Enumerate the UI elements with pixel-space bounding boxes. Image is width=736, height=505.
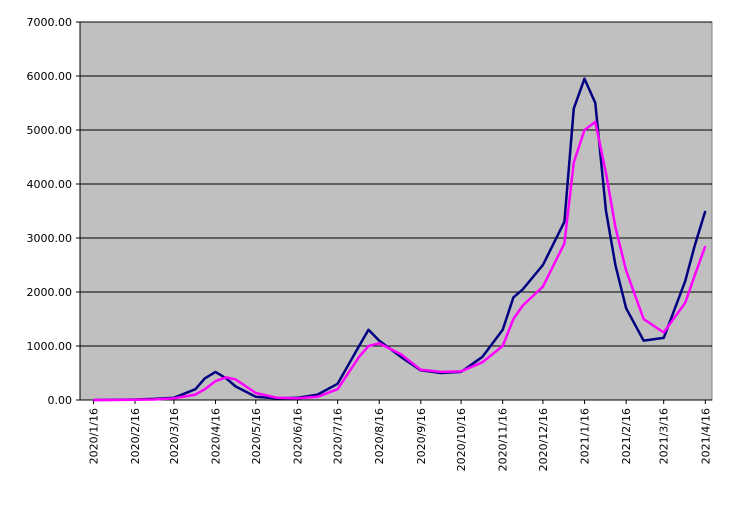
y-tick-label: 7000.00 — [27, 16, 73, 29]
x-tick-label: 2020/12/16 — [537, 408, 550, 471]
x-tick-label: 2021/2/16 — [620, 408, 633, 464]
x-tick-label: 2020/1/16 — [87, 408, 100, 464]
x-tick-label: 2020/7/16 — [332, 408, 345, 464]
x-tick-label: 2020/6/16 — [291, 408, 304, 464]
y-tick-label: 5000.00 — [27, 124, 73, 137]
x-tick-label: 2020/8/16 — [373, 408, 386, 464]
x-tick-label: 2020/2/16 — [129, 408, 142, 464]
plot-area — [79, 21, 713, 401]
y-tick-label: 4000.00 — [27, 178, 73, 191]
x-tick-label: 2020/10/16 — [455, 408, 468, 471]
y-tick-label: 0.00 — [48, 394, 73, 407]
x-tick-label: 2020/5/16 — [250, 408, 263, 464]
y-tick-label: 2000.00 — [27, 286, 73, 299]
x-tick-label: 2020/11/16 — [497, 408, 510, 471]
x-tick-label: 2020/3/16 — [168, 408, 181, 464]
x-tick-label: 2021/1/16 — [579, 408, 592, 464]
y-tick-label: 1000.00 — [27, 340, 73, 353]
x-tick-label: 2021/3/16 — [658, 408, 671, 464]
series-line — [93, 120, 707, 402]
x-tick-label: 2020/4/16 — [210, 408, 223, 464]
y-tick-label: 6000.00 — [27, 70, 73, 83]
x-tick-label: 2021/4/16 — [699, 408, 712, 464]
x-tick-label: 2020/9/16 — [415, 408, 428, 464]
y-tick-label: 3000.00 — [27, 232, 73, 245]
